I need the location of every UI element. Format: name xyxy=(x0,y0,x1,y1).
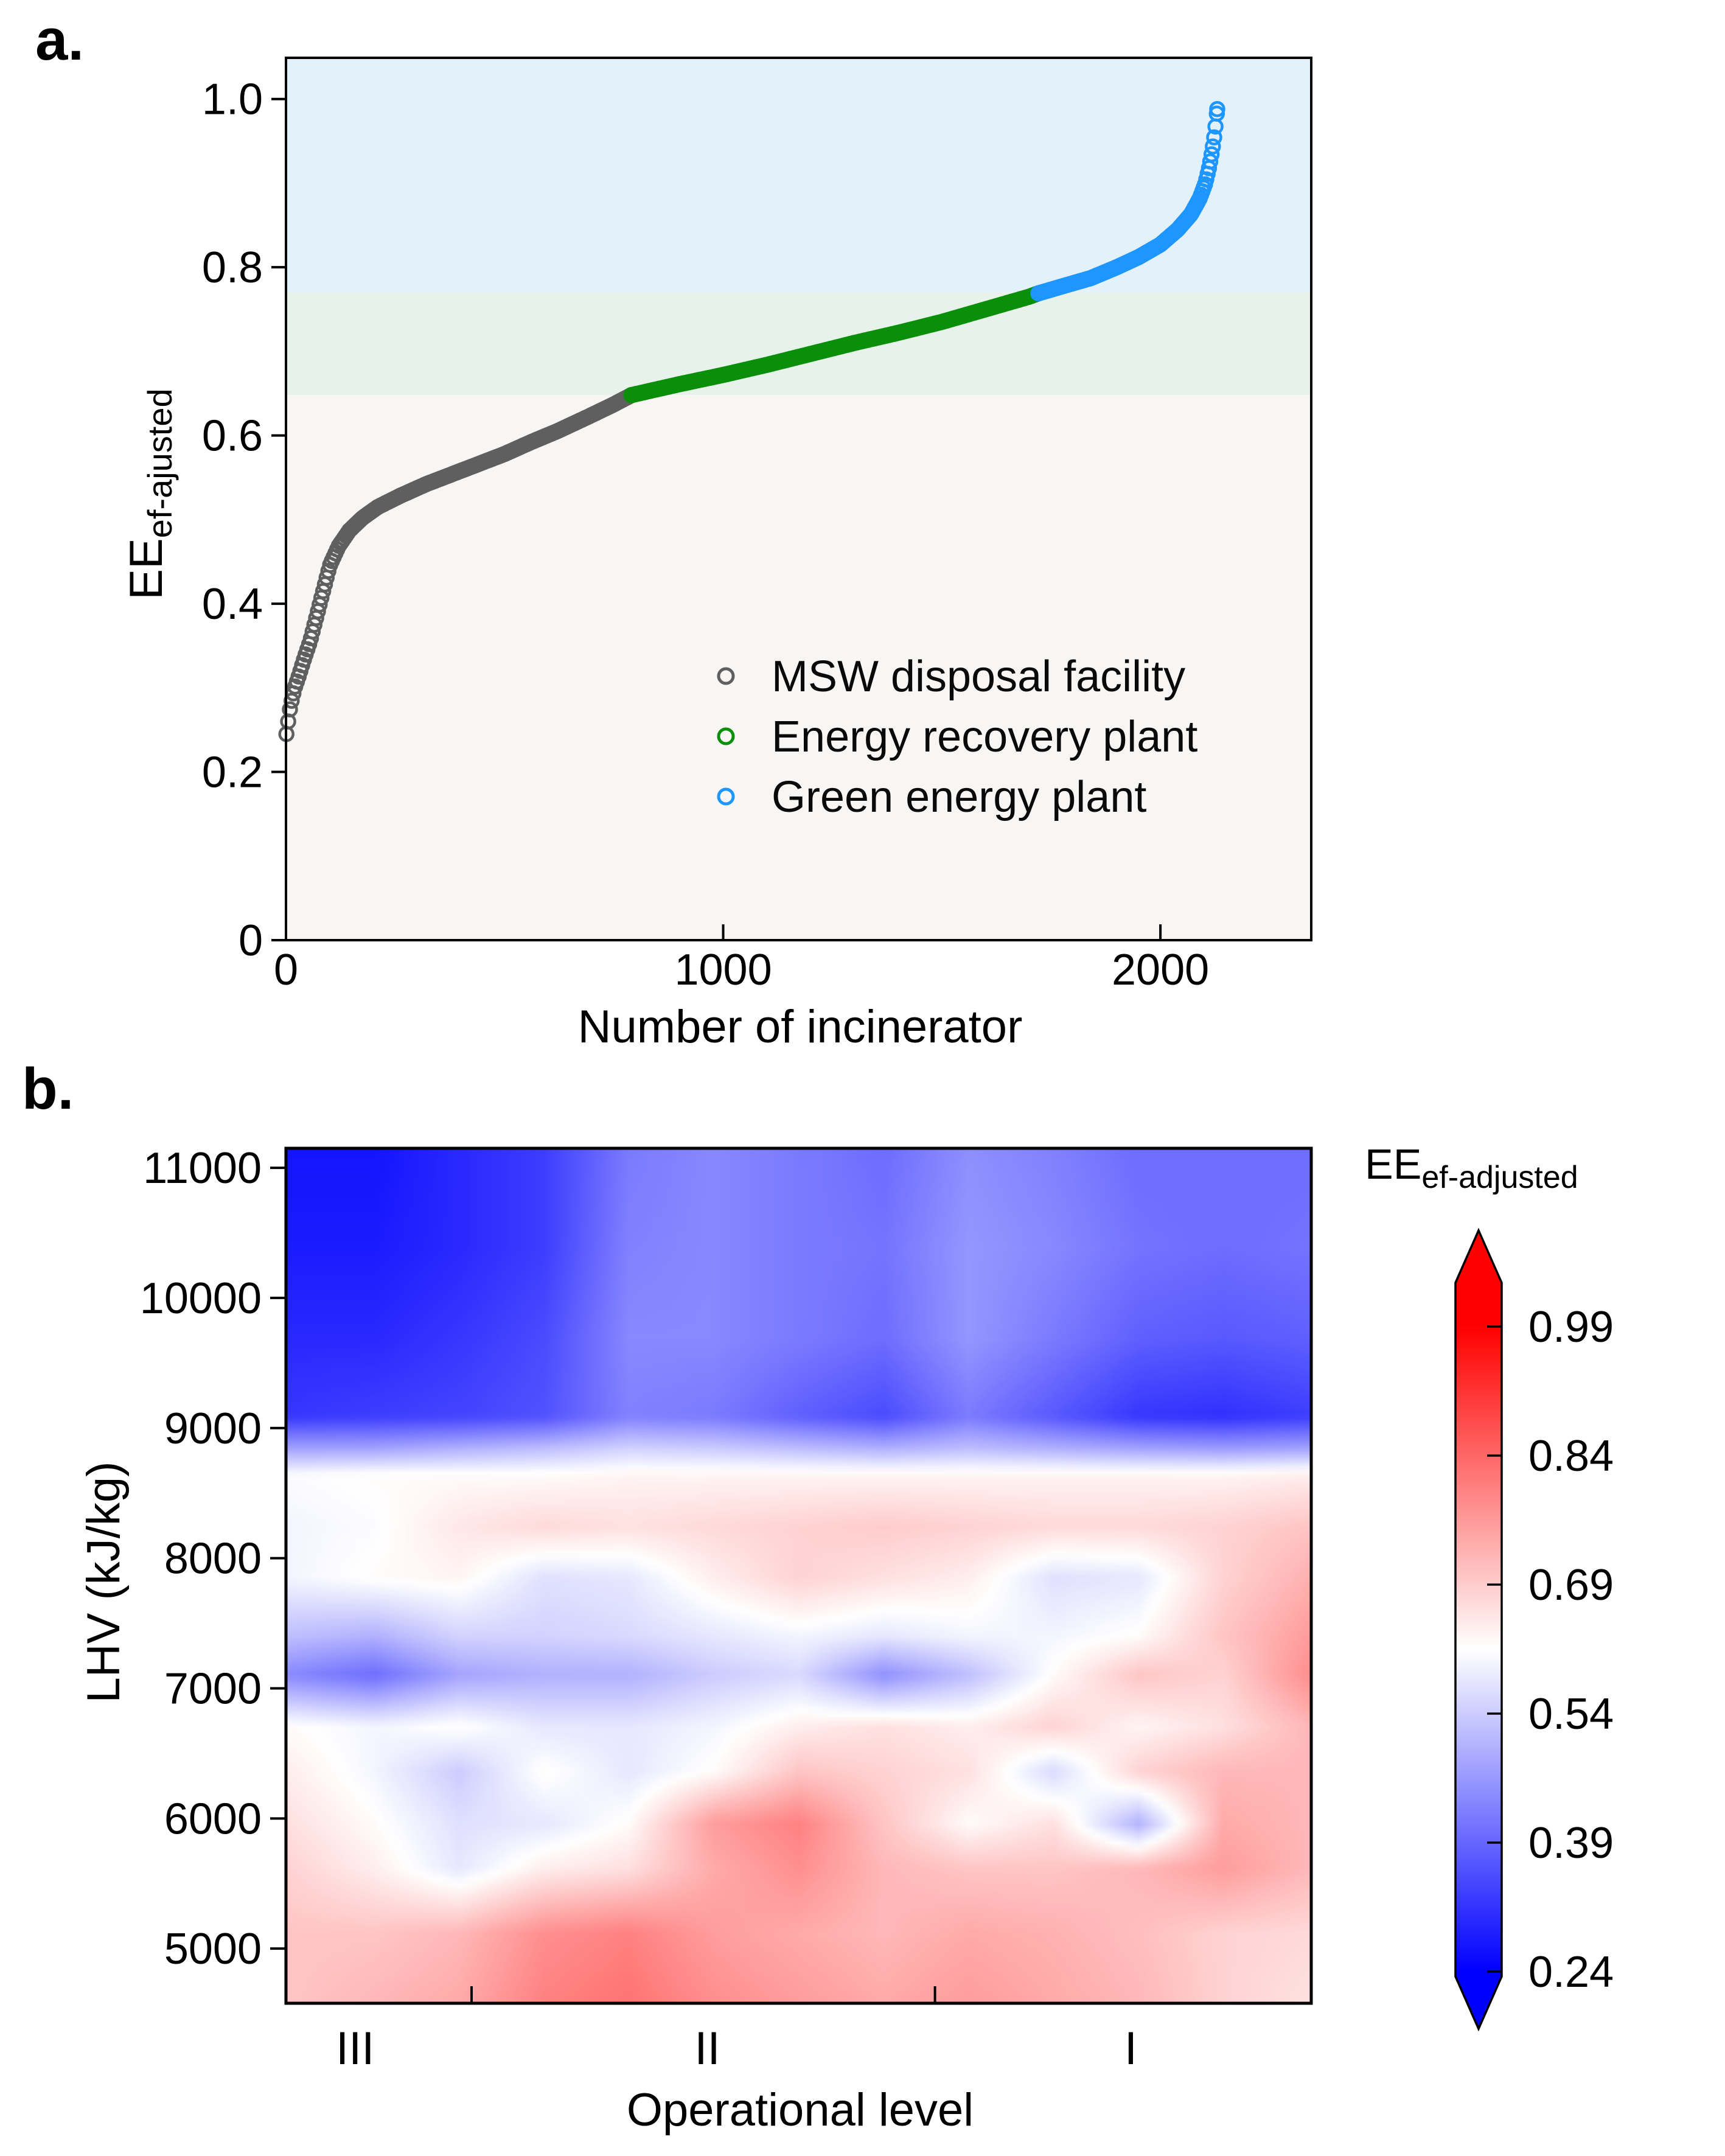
panel-a-plot: 0 0.2 0.4 0.6 0.8 1.0 0 1000 2000 MSW disposal fa… xyxy=(202,57,1312,994)
legend-marker-icon xyxy=(717,787,735,806)
panel-a-y-tick-label: 0.4 xyxy=(202,580,263,629)
heatmap-surface xyxy=(286,1148,1311,2003)
panel-b-y-tick-label: 5000 xyxy=(164,1925,262,1973)
scatter-series-green xyxy=(623,285,1047,403)
legend-item: MSW disposal facility xyxy=(717,652,1185,701)
panel-b-axes-box xyxy=(284,1146,1313,2005)
band-msw-zone xyxy=(286,395,1311,940)
colorbar-tick-label: 0.54 xyxy=(1528,1690,1614,1739)
panel-a-letter: a. xyxy=(35,7,85,72)
legend-marker-icon xyxy=(717,727,735,745)
colorbar-title-sub: ef-adjusted xyxy=(1421,1160,1578,1195)
legend-item: Green energy plant xyxy=(717,773,1146,822)
colorbar-tick-label: 0.84 xyxy=(1528,1432,1614,1481)
panel-a-x-tick-label: 0 xyxy=(274,946,298,994)
panel-b-x-category-label: II xyxy=(694,2023,720,2074)
legend-item: Energy recovery plant xyxy=(717,713,1197,761)
panel-a-x-tick-label: 1000 xyxy=(674,946,772,994)
colorbar-title-main: EE xyxy=(1365,1140,1422,1188)
panel-a-legend: MSW disposal facility Energy recovery pla… xyxy=(717,652,1197,822)
colorbar-tick-label: 0.39 xyxy=(1528,1819,1614,1868)
colorbar-tick-label: 0.69 xyxy=(1528,1561,1614,1610)
panel-b-y-tick-label: 7000 xyxy=(164,1664,262,1713)
legend-item-label: Green energy plant xyxy=(772,773,1146,822)
panel-b-y-tick-label: 6000 xyxy=(164,1795,262,1843)
data-point xyxy=(1203,146,1220,162)
panel-a-y-tick-label: 0.6 xyxy=(202,412,263,461)
data-point xyxy=(1206,129,1222,146)
panel-a-y-tick-label: 0.2 xyxy=(202,748,263,797)
data-point xyxy=(1209,101,1225,117)
panel-b-x-category-label: I xyxy=(1124,2023,1137,2074)
panel-a-x-tick-label: 2000 xyxy=(1112,946,1209,994)
panel-b-letter: b. xyxy=(22,1056,74,1122)
panel-a-y-tick-label: 0 xyxy=(239,916,263,965)
colorbar: 0.99 0.84 0.69 0.54 0.39 0.24 xyxy=(1454,1227,1614,2032)
band-energy-recovery-zone xyxy=(286,292,1311,396)
colorbar-tick-label: 0.99 xyxy=(1528,1303,1614,1352)
legend-marker-icon xyxy=(717,667,735,685)
legend-item-label: Energy recovery plant xyxy=(772,713,1197,761)
panel-b-y-tick-label: 8000 xyxy=(164,1535,262,1583)
colorbar-title: EEef-adjusted xyxy=(1365,1143,1578,1193)
panel-a-axes-box xyxy=(285,57,1312,941)
scatter-series-gray xyxy=(278,387,639,742)
colorbar-gradient-bar xyxy=(1454,1227,1503,2032)
band-green-energy-zone xyxy=(286,58,1311,293)
panel-a-y-tick-label: 0.8 xyxy=(202,243,263,292)
data-point xyxy=(1202,153,1219,170)
panel-b-x-category-label: III xyxy=(336,2023,374,2074)
panel-b-y-tick-label: 9000 xyxy=(164,1404,262,1453)
panel-b-x-axis-title: Operational level xyxy=(626,2084,974,2136)
data-point xyxy=(282,701,298,717)
panel-a-x-axis-title: Number of incinerator xyxy=(577,1001,1023,1053)
panel-b-y-tick-label: 10000 xyxy=(140,1274,262,1323)
colorbar-tick-label: 0.24 xyxy=(1528,1948,1614,1997)
panel-a-y-tick-label: 1.0 xyxy=(202,75,263,124)
scatter-series-blue xyxy=(1030,101,1225,302)
data-point xyxy=(1205,138,1221,155)
panel-b-y-tick-label: 11000 xyxy=(143,1144,262,1193)
legend-item-label: MSW disposal facility xyxy=(772,652,1185,701)
